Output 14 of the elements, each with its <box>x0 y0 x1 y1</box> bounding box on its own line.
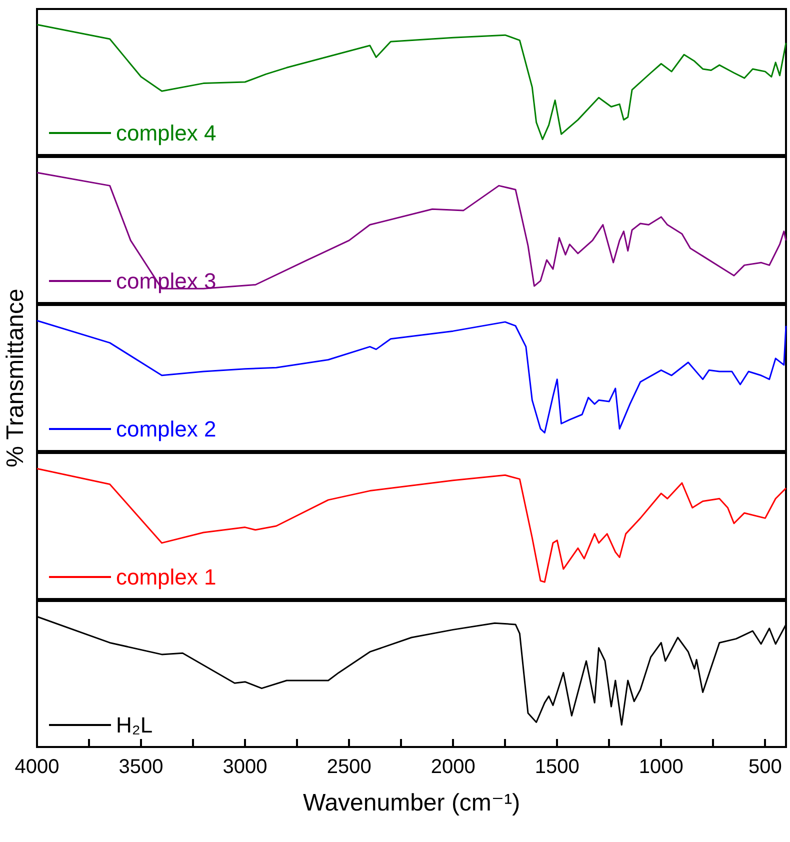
x-tick-label: 2500 <box>326 756 372 778</box>
x-tick-label: 3000 <box>222 756 268 778</box>
x-tick-label: 4000 <box>14 756 60 778</box>
x-tick-label: 1000 <box>638 756 684 778</box>
x-tick-label: 500 <box>748 756 782 778</box>
legend-label: H₂L <box>116 712 153 738</box>
x-axis-title: Wavenumber (cm⁻¹) <box>302 790 520 816</box>
y-axis-title: % Transmittance <box>2 288 30 468</box>
x-tick-label: 2000 <box>430 756 476 778</box>
legend-label: complex 4 <box>116 120 216 146</box>
legend-label: complex 1 <box>116 564 216 590</box>
legend-label: complex 2 <box>116 416 216 442</box>
x-tick-label: 3500 <box>118 756 164 778</box>
x-tick-label: 1500 <box>534 756 580 778</box>
